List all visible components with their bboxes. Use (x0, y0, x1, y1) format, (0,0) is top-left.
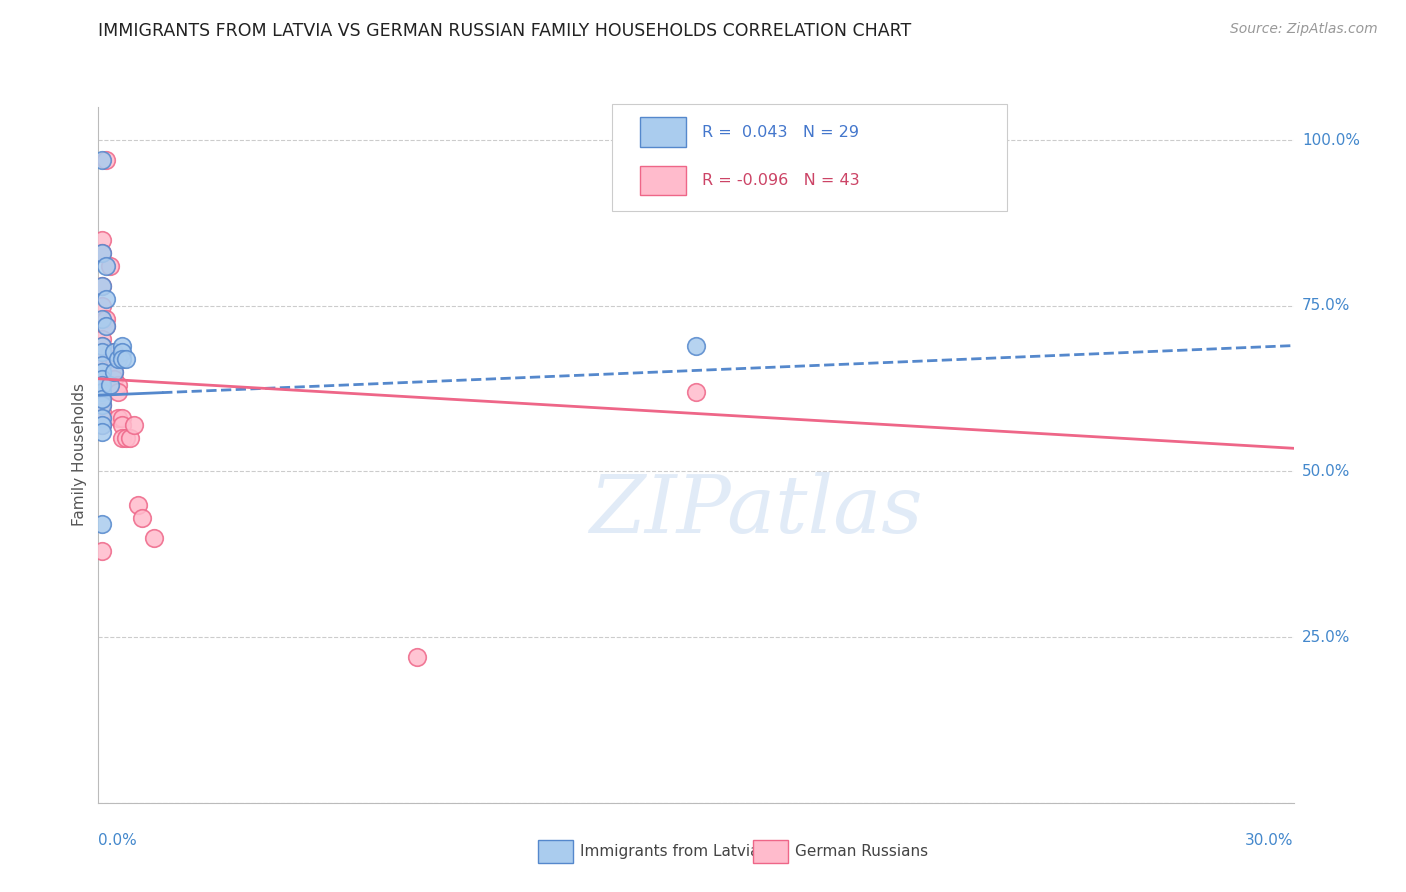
Point (91, 312, 114, 326)
Point (124, 418, 146, 433)
Point (91, 279, 114, 293)
Point (91, 384, 114, 399)
Point (91, 359, 114, 373)
Point (103, 345, 125, 359)
Point (91, 338, 114, 352)
Point (91, 279, 114, 293)
Point (111, 345, 134, 359)
Text: R =  0.043   N = 29: R = 0.043 N = 29 (702, 125, 859, 139)
Point (98, 259, 122, 273)
Point (91, 398, 114, 412)
Point (143, 531, 166, 545)
Point (103, 345, 125, 359)
Point (91, 425, 114, 439)
Text: 50.0%: 50.0% (1302, 464, 1350, 479)
FancyBboxPatch shape (640, 118, 686, 146)
Point (91, 411, 114, 425)
Point (96, 153, 118, 167)
Point (91, 384, 114, 399)
Point (91, 245, 114, 260)
Point (91, 544, 114, 558)
Text: 100.0%: 100.0% (1302, 133, 1360, 148)
Text: Immigrants from Latvia: Immigrants from Latvia (581, 844, 759, 859)
Point (96, 312, 118, 326)
Point (96, 292, 118, 306)
Point (111, 338, 134, 352)
Point (91, 365, 114, 379)
Point (131, 511, 153, 525)
Point (91, 299, 114, 313)
Text: 25.0%: 25.0% (1302, 630, 1350, 645)
Point (91, 378, 114, 392)
Y-axis label: Family Households: Family Households (72, 384, 87, 526)
Point (91, 392, 114, 406)
Point (91, 398, 114, 412)
Point (98, 351, 122, 366)
FancyBboxPatch shape (754, 839, 787, 863)
FancyBboxPatch shape (538, 839, 572, 863)
Point (91, 233, 114, 247)
Point (107, 384, 129, 399)
Text: IMMIGRANTS FROM LATVIA VS GERMAN RUSSIAN FAMILY HOUSEHOLDS CORRELATION CHART: IMMIGRANTS FROM LATVIA VS GERMAN RUSSIAN… (98, 22, 911, 40)
Point (91, 351, 114, 366)
Point (103, 365, 125, 379)
Point (96, 318, 118, 333)
Text: R = -0.096   N = 43: R = -0.096 N = 43 (702, 173, 859, 188)
Text: ZIPatlas: ZIPatlas (589, 472, 922, 549)
Point (91, 372, 114, 386)
Point (91, 411, 114, 425)
Point (91, 153, 114, 167)
Point (91, 245, 114, 260)
Point (115, 351, 138, 366)
Point (96, 318, 118, 333)
Point (406, 650, 429, 665)
Point (107, 378, 129, 392)
Point (91, 517, 114, 532)
Point (91, 365, 114, 379)
Point (91, 418, 114, 433)
Point (91, 372, 114, 386)
Text: 0.0%: 0.0% (98, 833, 138, 848)
Text: 75.0%: 75.0% (1302, 298, 1350, 313)
Point (91, 392, 114, 406)
Point (111, 418, 134, 433)
Point (107, 411, 129, 425)
Point (98, 378, 122, 392)
Point (103, 351, 125, 366)
Point (120, 431, 142, 445)
FancyBboxPatch shape (612, 103, 1007, 211)
Point (127, 498, 149, 512)
Point (111, 411, 134, 425)
Point (111, 431, 134, 445)
Point (685, 338, 707, 352)
Point (91, 345, 114, 359)
Point (91, 359, 114, 373)
FancyBboxPatch shape (640, 166, 686, 195)
Point (91, 378, 114, 392)
Point (111, 351, 134, 366)
Point (91, 345, 114, 359)
Point (96, 259, 118, 273)
Text: 30.0%: 30.0% (1246, 833, 1294, 848)
Point (91, 418, 114, 433)
Point (107, 351, 129, 366)
Point (103, 365, 125, 379)
Point (91, 332, 114, 346)
Point (91, 405, 114, 419)
Point (685, 384, 707, 399)
Point (115, 431, 138, 445)
Text: Source: ZipAtlas.com: Source: ZipAtlas.com (1230, 22, 1378, 37)
Point (103, 372, 125, 386)
Point (98, 345, 122, 359)
Point (91, 338, 114, 352)
Text: German Russians: German Russians (796, 844, 928, 859)
